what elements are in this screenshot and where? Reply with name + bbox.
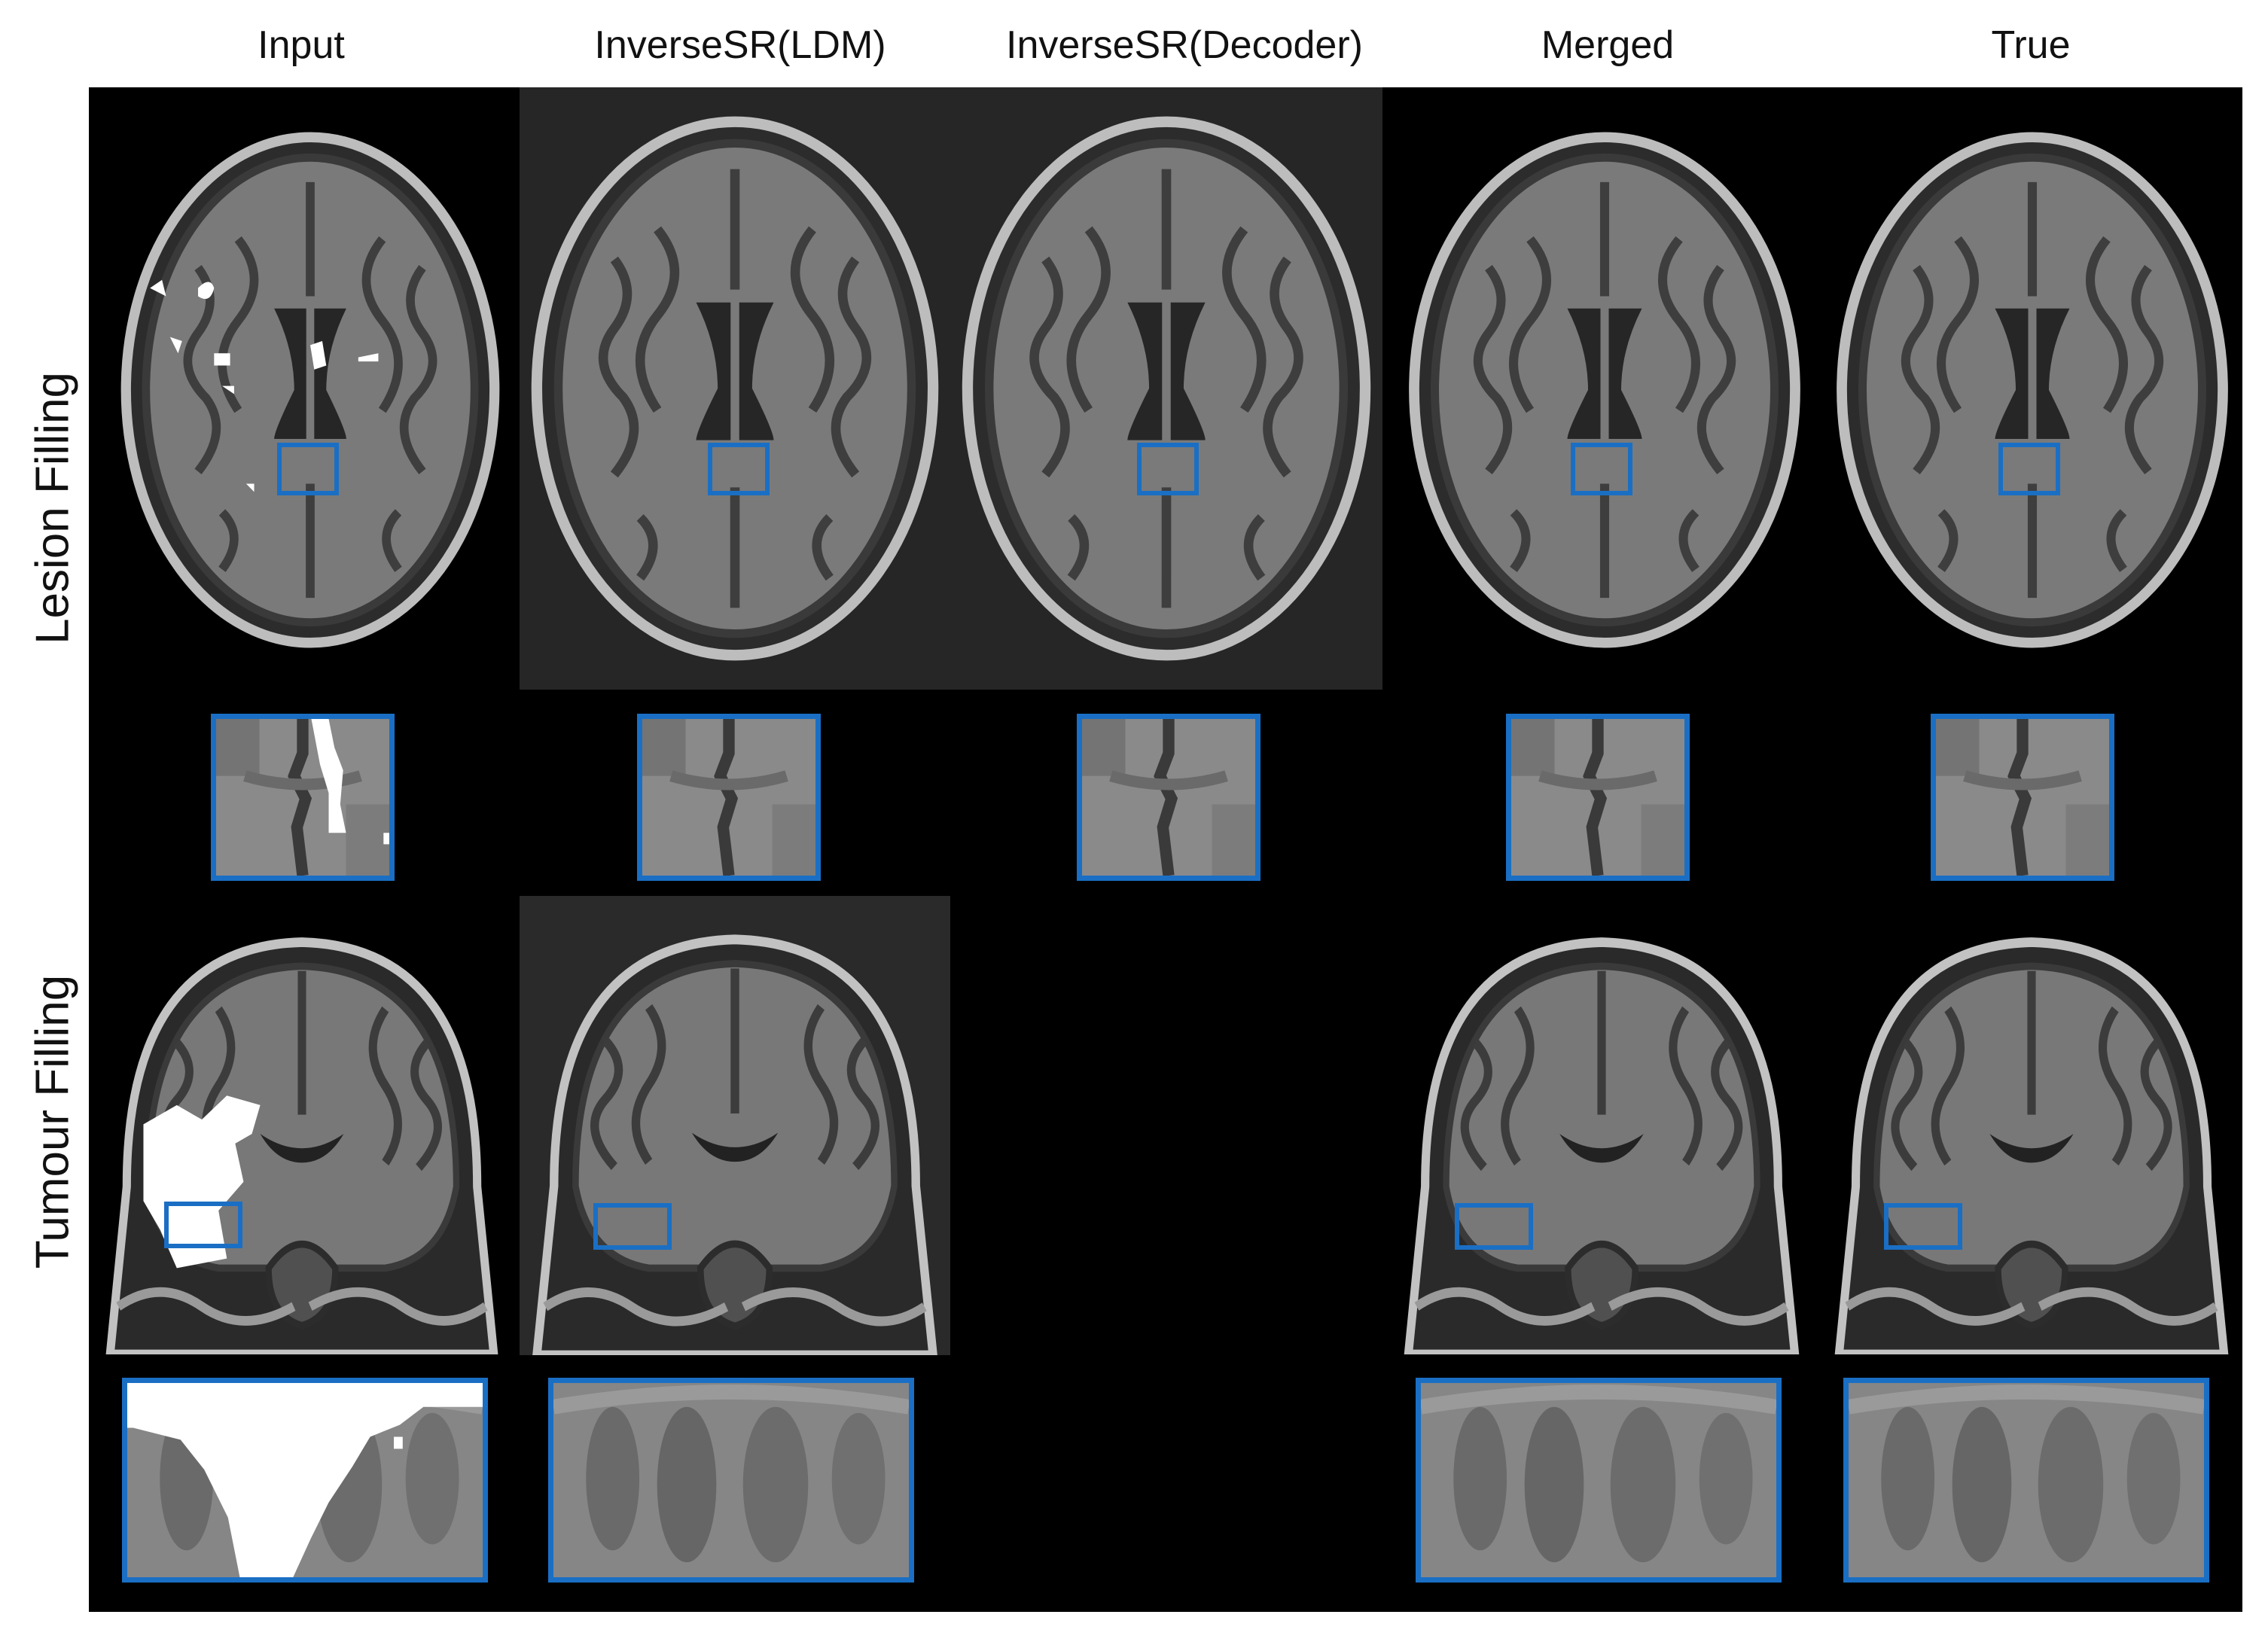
column-header-decoder: InverseSR(Decoder) — [1006, 23, 1363, 67]
lesion-merged-roi-box — [1571, 443, 1632, 495]
tumour-input-roi-box — [164, 1202, 242, 1248]
tumour-true-roi-box — [1884, 1203, 1962, 1250]
tumour-merged-zoom — [1416, 1378, 1782, 1583]
column-header-merged: Merged — [1541, 23, 1675, 67]
lesion-decoder-scan — [950, 87, 1382, 690]
lesion-true-scan — [1825, 125, 2239, 655]
figure-panel — [89, 87, 2242, 1612]
tumour-input-scan — [93, 923, 511, 1354]
tumour-ldm-zoom — [548, 1378, 914, 1583]
tumour-true-scan — [1822, 923, 2241, 1354]
lesion-input-zoom — [211, 714, 395, 881]
lesion-input-roi-box — [277, 443, 339, 495]
lesion-decoder-roi-box — [1137, 443, 1199, 495]
lesion-ldm-scan — [520, 87, 950, 690]
tumour-ldm-roi-box — [593, 1203, 672, 1250]
column-header-true: True — [1991, 23, 2071, 67]
column-header-input: Input — [258, 23, 345, 67]
tumour-mask-overlay — [143, 1095, 261, 1269]
tumour-merged-scan — [1392, 923, 1812, 1354]
tumour-ldm-scan — [520, 896, 950, 1355]
lesion-input-scan — [110, 125, 511, 655]
lesion-merged-zoom — [1506, 714, 1690, 881]
row-header-tumour: Tumour Filling — [26, 974, 79, 1269]
tumour-zoom-mask — [127, 1383, 483, 1577]
lesion-decoder-zoom — [1077, 714, 1261, 881]
column-header-ldm: InverseSR(LDM) — [594, 23, 886, 67]
lesion-ldm-zoom — [637, 714, 821, 881]
tumour-merged-roi-box — [1455, 1203, 1533, 1250]
row-header-lesion: Lesion Filling — [26, 372, 79, 644]
lesion-ldm-roi-box — [708, 443, 770, 495]
lesion-zoom-mask — [311, 719, 389, 845]
tumour-true-zoom — [1843, 1378, 2209, 1583]
lesion-true-roi-box — [1998, 443, 2060, 495]
tumour-input-zoom — [122, 1378, 488, 1583]
lesion-true-zoom — [1931, 714, 2114, 881]
lesion-merged-scan — [1398, 125, 1812, 655]
